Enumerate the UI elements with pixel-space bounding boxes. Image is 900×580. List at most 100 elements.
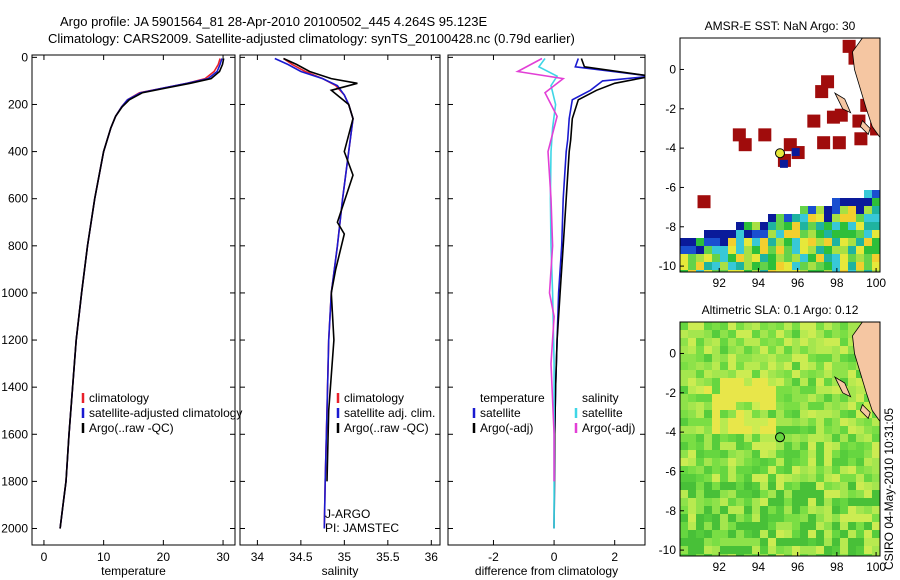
sla-cell (704, 466, 712, 474)
amsre-cell (824, 230, 832, 238)
sla-cell (864, 402, 872, 410)
amsre-cell (720, 246, 728, 254)
amsre-cell (758, 128, 772, 142)
amsre-cell (824, 214, 832, 222)
sla-cell (824, 514, 832, 522)
sla-cell (760, 490, 768, 498)
amsre-cell (808, 254, 816, 262)
sla-cell (760, 362, 768, 370)
sal-legend-label-1: satellite adj. clim. (344, 406, 435, 420)
diff-legend-sal-label-0: satellite (582, 406, 623, 420)
amsre-cell (800, 254, 808, 262)
sla-cell (680, 402, 688, 410)
amsre-cell (808, 214, 816, 222)
sla-cell (832, 506, 840, 514)
sla-cell (736, 434, 744, 442)
sla-cell (776, 370, 784, 378)
sla-cell (784, 426, 792, 434)
temp-legend-label-2: Argo(..raw -QC) (89, 421, 174, 435)
sla-cell (768, 506, 776, 514)
amsre-cell (816, 206, 824, 214)
sla-cell (744, 394, 752, 402)
sla-cell (736, 482, 744, 490)
sla-cell (736, 450, 744, 458)
sla-cell (848, 546, 856, 554)
sla-cell (760, 530, 768, 538)
sla-cell (712, 330, 720, 338)
sla-cell (792, 426, 800, 434)
sla-cell (816, 330, 824, 338)
sla-cell (840, 538, 848, 546)
sla-cell (872, 514, 880, 522)
sla-cell (784, 434, 792, 442)
sla-cell (760, 458, 768, 466)
amsre-cell (824, 238, 832, 246)
sla-cell (696, 330, 704, 338)
amsre-cell (840, 222, 848, 230)
sla-cell (848, 538, 856, 546)
sla-cell (720, 330, 728, 338)
sla-cell (704, 354, 712, 362)
sla-cell (840, 554, 848, 556)
sla-cell (728, 554, 736, 556)
sla-cell (808, 338, 816, 346)
amsre-cell (848, 222, 856, 230)
amsre-cell (704, 246, 712, 254)
amsre-cell (864, 246, 872, 254)
sla-cell (792, 530, 800, 538)
sla-cell (752, 466, 760, 474)
sla-cell (784, 338, 792, 346)
sla-cell (816, 466, 824, 474)
amsre-ytick-label-2: -4 (665, 141, 676, 155)
sla-cell (688, 466, 696, 474)
sla-cell (712, 466, 720, 474)
sla-cell (688, 498, 696, 506)
sla-cell (872, 450, 880, 458)
sla-cell (824, 458, 832, 466)
sla-cell (744, 330, 752, 338)
amsre-cell (696, 246, 704, 254)
sla-cell (864, 538, 872, 546)
sla-cell (728, 474, 736, 482)
sla-cell (744, 370, 752, 378)
sla-cell (832, 346, 840, 354)
sla-cell (736, 402, 744, 410)
sla-cell (832, 554, 840, 556)
sla-cell (744, 378, 752, 386)
sla-cell (872, 458, 880, 466)
sla-cell (688, 546, 696, 554)
amsre-cell (800, 222, 808, 230)
sla-cell (736, 322, 744, 330)
temp-ytick-label-10: 2000 (1, 522, 28, 536)
sla-cell (816, 514, 824, 522)
amsre-cell (872, 230, 880, 238)
sla-cell (712, 362, 720, 370)
credit-text: CSIRO 04-May-2010 10:31:05 (882, 408, 896, 570)
sla-cell (832, 498, 840, 506)
sla-cell (768, 386, 776, 394)
sla-cell (688, 450, 696, 458)
sla-cell (712, 386, 720, 394)
amsre-cell (768, 246, 776, 254)
amsre-cell (744, 270, 752, 272)
diff-series-line-2 (537, 58, 559, 529)
sla-cell (736, 490, 744, 498)
sla-cell (816, 554, 824, 556)
sla-cell (720, 498, 728, 506)
amsre-cell (760, 230, 768, 238)
diff-legend-temp-label-0: satellite (480, 406, 521, 420)
amsre-cell (856, 254, 864, 262)
sla-cell (856, 538, 864, 546)
temp-ytick-label-4: 800 (8, 239, 28, 253)
sla-cell (872, 442, 880, 450)
amsre-cell (808, 222, 816, 230)
sla-cell (688, 554, 696, 556)
sla-cell (776, 554, 784, 556)
sla-cell (752, 450, 760, 458)
amsre-cell (776, 230, 784, 238)
sla-cell (752, 514, 760, 522)
sla-cell (832, 450, 840, 458)
sla-cell (800, 474, 808, 482)
sla-cell (704, 490, 712, 498)
